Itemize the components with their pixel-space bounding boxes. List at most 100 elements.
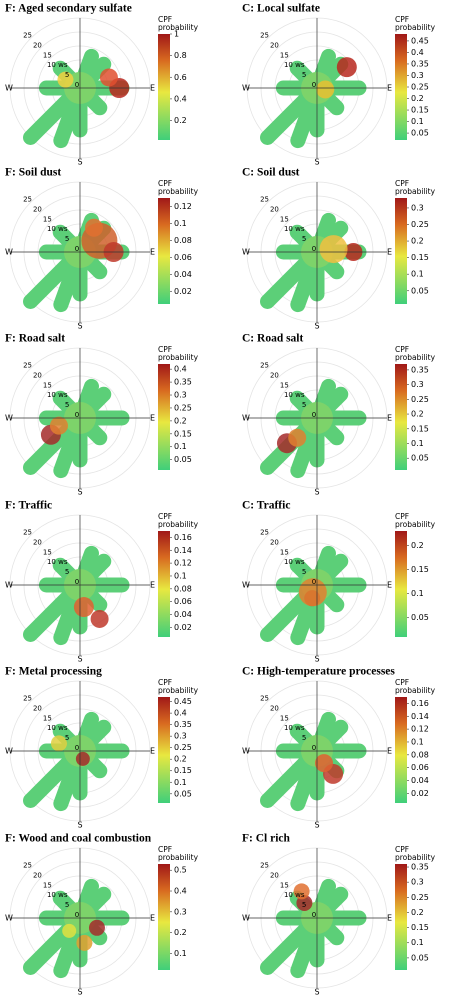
ring-label: 20 — [33, 704, 42, 712]
ring-label: 15 — [43, 714, 52, 722]
ring-label: 10 ws — [284, 61, 305, 69]
colorbar-label: CPF — [158, 678, 172, 687]
ring-label: 25 — [260, 862, 269, 870]
colorbar — [395, 531, 407, 637]
colorbar-tick-label: 0.1 — [411, 589, 424, 598]
hot-spot — [49, 416, 68, 435]
colorbar — [395, 864, 407, 970]
direction-label: E — [387, 84, 392, 93]
colorbar-tick-label: 0.25 — [411, 83, 429, 92]
colorbar-label: CPF — [158, 15, 172, 24]
ring-label: 25 — [260, 196, 269, 204]
ring-label: 0 — [312, 578, 316, 586]
colorbar-tick-label: 0.08 — [411, 750, 429, 759]
colorbar-label: CPF — [158, 512, 172, 521]
direction-label: S — [314, 655, 319, 664]
panel: F: Traffic 25 20 15 10 ws 5 0 W E S CPF probability… — [0, 497, 237, 664]
ring-label: 0 — [75, 245, 79, 253]
colorbar-label: probability — [395, 686, 436, 695]
colorbar-tick-label: 0.25 — [411, 395, 429, 404]
direction-label: S — [77, 488, 82, 497]
panel-title: C: High-temperature processes — [242, 666, 395, 678]
colorbar-tick-label: 0.8 — [174, 51, 187, 60]
panel-title: F: Traffic — [5, 500, 52, 512]
colorbar-label: CPF — [395, 179, 409, 188]
colorbar-label: probability — [158, 853, 199, 862]
colorbar-label: CPF — [395, 345, 409, 354]
panel: F: Wood and coal combustion 25 20 15 10 ws 5 0… — [0, 830, 237, 997]
colorbar-tick-label: 0.4 — [174, 365, 187, 374]
colorbar — [395, 198, 407, 304]
colorbar-tick-label: 0.2 — [411, 908, 424, 917]
colorbar-tick-label: 0.05 — [174, 789, 192, 798]
panel-title: F: Metal processing — [5, 666, 102, 678]
ring-label: 0 — [75, 578, 79, 586]
panel-title: F: Cl rich — [242, 833, 291, 845]
direction-label: W — [242, 581, 250, 590]
direction-label: E — [150, 84, 155, 93]
colorbar-tick-label: 0.4 — [174, 709, 187, 718]
colorbar-tick-label: 0.04 — [411, 776, 429, 785]
colorbar-tick-label: 0.2 — [174, 116, 187, 125]
colorbar-tick-label: 0.04 — [174, 610, 192, 619]
ring-label: 10 ws — [47, 891, 68, 899]
colorbar-tick-label: 0.25 — [411, 893, 429, 902]
colorbar-tick-label: 0.16 — [411, 699, 429, 708]
colorbar-tick-label: 0.1 — [174, 778, 187, 787]
colorbar-tick-label: 0.12 — [411, 725, 429, 734]
colorbar — [158, 864, 170, 970]
direction-label: W — [5, 414, 13, 423]
direction-label: W — [242, 914, 250, 923]
colorbar-tick-label: 0.05 — [174, 455, 192, 464]
colorbar-tick-label: 0.3 — [411, 71, 424, 80]
hot-spot — [62, 923, 77, 938]
ring-label: 5 — [65, 734, 69, 742]
colorbar-tick-label: 0.08 — [174, 236, 192, 245]
direction-label: E — [150, 914, 155, 923]
direction-label: W — [5, 84, 13, 93]
hot-spot — [316, 80, 335, 99]
ring-label: 10 ws — [47, 225, 68, 233]
ring-label: 25 — [23, 529, 32, 537]
ring-label: 5 — [65, 568, 69, 576]
hot-spot — [319, 235, 348, 264]
colorbar-tick-label: 1 — [174, 30, 179, 39]
colorbar-tick-label: 0.2 — [411, 237, 424, 246]
panel-title: F: Road salt — [5, 333, 65, 345]
colorbar-tick-label: 0.25 — [174, 743, 192, 752]
ring-label: 5 — [302, 235, 306, 243]
colorbar-tick-label: 0.3 — [411, 878, 424, 887]
direction-label: W — [242, 84, 250, 93]
colorbar-label: CPF — [158, 179, 172, 188]
colorbar — [395, 697, 407, 803]
direction-label: S — [77, 158, 82, 167]
hot-spot — [99, 68, 118, 87]
ring-label: 20 — [33, 538, 42, 546]
colorbar-label: probability — [395, 520, 436, 529]
direction-label: S — [314, 821, 319, 830]
ring-label: 0 — [75, 411, 79, 419]
panel: F: Road salt 25 20 15 10 ws 5 0 W E S CPF probabili… — [0, 330, 237, 497]
colorbar-tick-label: 0.15 — [174, 429, 192, 438]
ring-label: 5 — [65, 235, 69, 243]
direction-label: E — [387, 581, 392, 590]
ring-label: 15 — [43, 381, 52, 389]
ring-label: 10 ws — [47, 558, 68, 566]
ring-label: 15 — [280, 714, 289, 722]
direction-label: S — [77, 988, 82, 997]
colorbar-tick-label: 0.15 — [411, 424, 429, 433]
ring-label: 20 — [270, 205, 279, 213]
hot-spot — [50, 735, 67, 752]
ring-label: 5 — [302, 401, 306, 409]
colorbar — [158, 364, 170, 470]
colorbar-tick-label: 0.1 — [174, 571, 187, 580]
colorbar-tick-label: 0.1 — [411, 737, 424, 746]
